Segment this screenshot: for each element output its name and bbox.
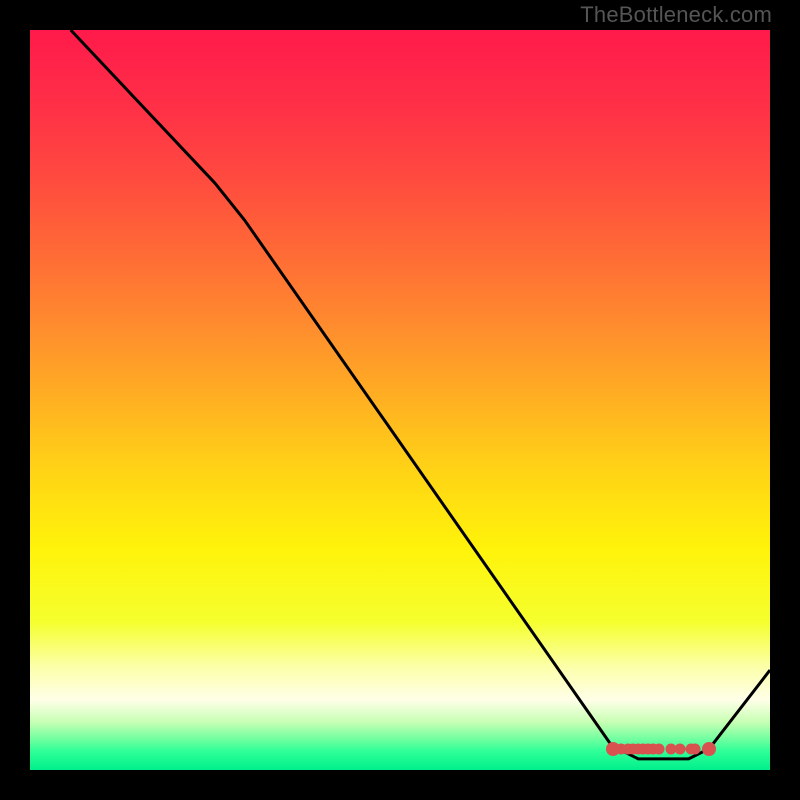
- data-marker: [702, 742, 716, 756]
- data-marker: [690, 743, 701, 754]
- plot-area: [30, 30, 770, 770]
- data-marker: [674, 743, 685, 754]
- chart-frame: TheBottleneck.com: [0, 0, 800, 800]
- marker-layer: [30, 30, 770, 770]
- data-marker: [654, 743, 665, 754]
- watermark-text: TheBottleneck.com: [580, 2, 772, 28]
